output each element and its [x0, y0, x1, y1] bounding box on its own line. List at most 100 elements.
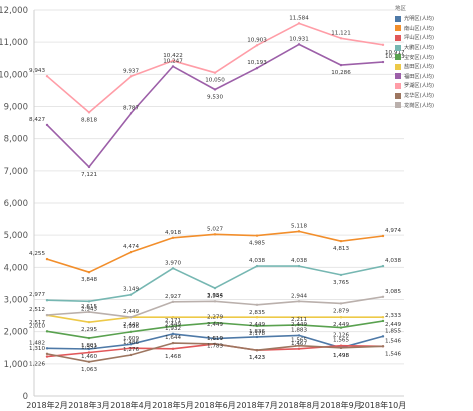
data-point	[255, 66, 259, 70]
data-label: 1,423	[249, 355, 265, 361]
legend-swatch	[395, 15, 401, 22]
legend-swatch	[395, 54, 401, 61]
data-point	[129, 316, 133, 319]
data-point	[213, 286, 217, 290]
data-label: 1,996	[123, 324, 139, 330]
data-point	[213, 342, 217, 346]
data-point	[45, 352, 49, 356]
legend-label: 福田区(人均)	[404, 73, 434, 80]
data-point	[129, 293, 133, 296]
data-label: 10,422	[163, 53, 183, 59]
data-point	[87, 320, 91, 324]
data-label: 8,427	[29, 117, 45, 123]
data-point	[213, 233, 217, 236]
data-point	[87, 360, 91, 364]
data-label: 3,970	[165, 260, 181, 266]
y-tick-label: 10,000	[0, 70, 28, 80]
data-point	[381, 234, 385, 238]
data-label: 11,584	[289, 15, 309, 21]
data-label: 2,977	[29, 292, 45, 298]
data-label: 1,883	[291, 327, 307, 333]
data-label: 3,149	[123, 287, 139, 293]
data-label: 2,449	[165, 322, 181, 328]
data-point	[87, 351, 91, 354]
data-point	[297, 22, 301, 25]
x-tick-label: 2018年7月	[236, 400, 277, 410]
legend-item: 龙岗区(人均)	[395, 100, 473, 110]
x-tick-label: 2018年6月	[194, 400, 235, 410]
data-label: 2,927	[165, 294, 181, 300]
legend-item: 福田区(人均)	[395, 72, 473, 82]
x-axis: 2018年2月 2018年3月 2018年4月 2018年5月 2018年6月 2018年…	[26, 395, 406, 410]
legend-swatch	[395, 102, 401, 109]
x-tick-label: 2018年2月	[26, 400, 67, 410]
data-label: 2,517	[29, 320, 45, 326]
data-point	[255, 234, 259, 237]
data-point	[129, 75, 133, 78]
data-label: 3,765	[333, 280, 349, 286]
legend-label: 光明区(人均)	[404, 16, 434, 23]
data-label: 1,644	[165, 335, 181, 341]
data-label: 2,126	[333, 333, 349, 339]
data-point	[45, 355, 49, 358]
x-tick-label: 2018年3月	[68, 400, 109, 410]
data-point	[129, 330, 133, 333]
legend-items: 光明区(人均) 南山区(人均) 坪山区(人均) 大鹏区(人均) 宝安区(人均) 盐田区(人…	[395, 14, 473, 110]
data-point	[297, 43, 301, 46]
data-point	[171, 332, 175, 336]
data-point	[213, 300, 217, 303]
data-label: 1,619	[207, 336, 223, 342]
data-label: 4,974	[385, 228, 401, 234]
data-label: 9,530	[207, 94, 223, 100]
data-label: 1,276	[123, 347, 139, 353]
data-point	[339, 326, 343, 329]
data-point	[381, 264, 385, 268]
data-label: 1,460	[81, 354, 97, 360]
data-label: 11,121	[331, 30, 351, 36]
data-label: 7,121	[81, 172, 97, 178]
y-tick-label: 9,000	[4, 103, 28, 113]
data-point	[213, 88, 217, 91]
legend-swatch	[395, 92, 401, 99]
x-tick-label: 2018年8月	[278, 400, 319, 410]
y-tick-label: 4,000	[4, 263, 28, 273]
legend: 地区 光明区(人均) 南山区(人均) 坪山区(人均) 大鹏区(人均) 宝安区(人均) 盐田…	[395, 4, 473, 110]
data-point	[339, 37, 343, 40]
data-label: 1,836	[249, 329, 265, 335]
data-point	[297, 316, 301, 319]
data-label: 2,449	[123, 309, 139, 315]
x-tick-label: 2018年4月	[110, 400, 151, 410]
data-label: 2,449	[291, 322, 307, 328]
data-label: 8,818	[81, 117, 97, 123]
data-point	[381, 319, 385, 323]
data-point	[255, 349, 259, 352]
data-label: 2,295	[81, 327, 97, 333]
y-tick-label: 11,000	[0, 38, 28, 48]
data-point	[171, 324, 175, 328]
data-point	[213, 71, 217, 74]
data-label: 2,010	[29, 323, 45, 329]
data-label: 2,211	[291, 317, 307, 323]
data-label: 1,783	[207, 344, 223, 350]
data-label: 1,855	[385, 328, 401, 334]
data-label: 1,352	[81, 345, 97, 351]
data-label: 3,354	[207, 293, 223, 299]
y-tick-label: 12,000	[0, 6, 28, 16]
data-point	[129, 343, 133, 346]
data-point	[129, 347, 133, 350]
data-point	[171, 267, 175, 270]
data-label: 1,546	[385, 351, 401, 357]
data-label: 2,279	[207, 315, 223, 321]
data-point	[213, 321, 217, 324]
data-point	[297, 264, 301, 268]
data-label: 1,565	[291, 338, 307, 344]
data-label: 2,945	[207, 293, 223, 299]
data-point	[381, 335, 385, 338]
data-point	[381, 316, 385, 319]
legend-swatch	[395, 34, 401, 41]
data-label: 1,546	[385, 338, 401, 344]
data-point	[129, 353, 133, 357]
data-label: 4,038	[291, 258, 307, 264]
data-label: 2,944	[291, 293, 307, 299]
data-point	[171, 65, 175, 68]
